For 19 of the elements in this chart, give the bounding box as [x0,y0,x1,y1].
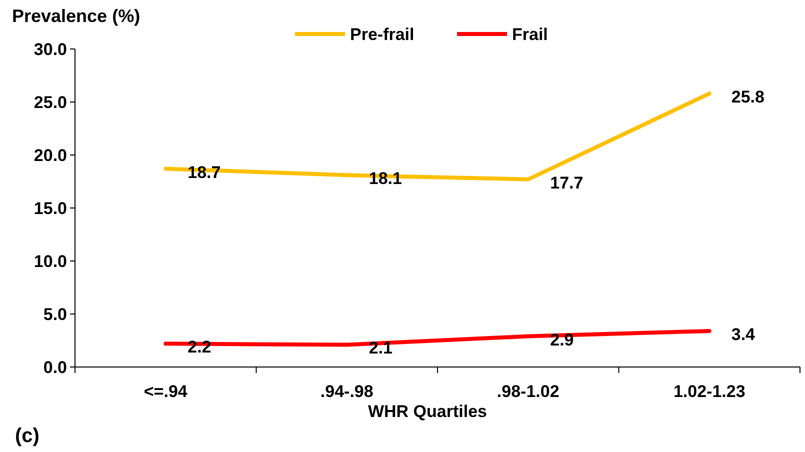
y-tick-label: 10.0 [34,252,67,271]
legend-label: Pre-frail [350,24,414,44]
text: (c) [15,425,40,447]
data-label: 25.8 [731,88,764,107]
y-tick-label: 15.0 [34,198,67,218]
x-tick-label: .94-.98 [320,382,374,401]
legend-label: Frail [512,24,548,44]
y-tick-label: 0.0 [43,358,67,377]
x-tick-label: <=.94 [144,382,188,401]
y-tick-label: 5.0 [43,304,67,324]
x-tick-label: .98-1.02 [496,382,560,401]
data-label: 3.4 [731,324,756,344]
y-tick-label: 30.0 [34,40,67,59]
x-axis-title: WHR Quartiles [368,402,488,421]
y-tick-label: 20.0 [34,146,67,165]
y-axis-title: Prevalence (%) [12,6,140,26]
y-tick-label: 25.0 [34,92,67,112]
x-tick-label: 1.02-1.23 [673,382,746,401]
data-label: 17.7 [550,173,584,192]
